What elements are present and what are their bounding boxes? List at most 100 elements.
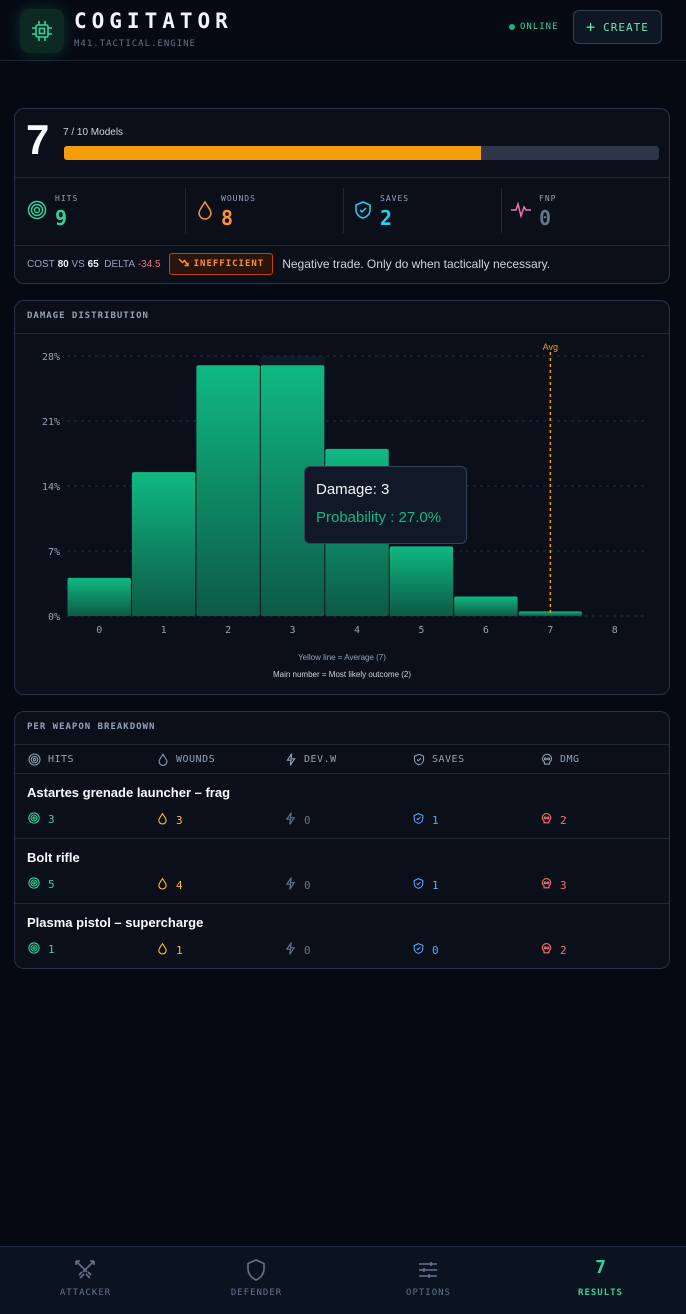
stat-value: 2 bbox=[380, 206, 393, 230]
weapon-stat: 3 bbox=[157, 812, 183, 828]
bolt-icon bbox=[285, 942, 296, 958]
cost-label: COST bbox=[27, 258, 55, 270]
sliders-icon bbox=[416, 1258, 440, 1287]
stat-label: HITS bbox=[55, 194, 79, 203]
nav-attacker[interactable]: ATTACKER bbox=[0, 1247, 171, 1314]
app-title: COGITATOR bbox=[74, 9, 233, 33]
app-subtitle: M41.TACTICAL.ENGINE bbox=[74, 39, 196, 49]
weapon-stat-value: 1 bbox=[48, 943, 55, 956]
bar-2 bbox=[196, 365, 260, 616]
stat-value: 0 bbox=[539, 206, 552, 230]
tooltip-title: Damage: 3 bbox=[316, 481, 390, 498]
stat-row: HITS 9 WOUNDS 8 SAVES 2 FNP 0 bbox=[15, 177, 669, 246]
main-number: 7 bbox=[26, 116, 50, 163]
drop-icon bbox=[157, 877, 168, 893]
drop-icon bbox=[157, 942, 168, 958]
status-dot-icon bbox=[509, 24, 515, 30]
col-wounds: WOUNDS bbox=[157, 745, 215, 773]
weapon-stat-value: 1 bbox=[432, 878, 439, 892]
weapon-stat: 0 bbox=[413, 942, 439, 958]
weapon-stat-value: 0 bbox=[304, 813, 311, 827]
nav-label: RESULTS bbox=[578, 1288, 623, 1298]
weapon-stat: 1 bbox=[28, 942, 55, 957]
weapon-name: Plasma pistol – supercharge bbox=[27, 915, 204, 930]
y-tick-label: 21% bbox=[42, 417, 60, 428]
create-button[interactable]: + CREATE bbox=[573, 10, 662, 44]
card-header: DAMAGE DISTRIBUTION bbox=[15, 301, 669, 334]
weapon-stat-value: 5 bbox=[48, 878, 55, 891]
y-tick-label: 14% bbox=[42, 482, 60, 493]
x-tick-label: 1 bbox=[161, 625, 167, 636]
col-label: WOUNDS bbox=[176, 753, 216, 765]
x-tick-label: 5 bbox=[418, 625, 424, 636]
nav-label: OPTIONS bbox=[406, 1288, 451, 1298]
col-damage: DMG bbox=[541, 745, 580, 773]
stat-label: SAVES bbox=[380, 194, 410, 203]
col-dev-wounds: DEV.W bbox=[285, 745, 337, 773]
y-tick-label: 28% bbox=[42, 352, 60, 363]
bar-5 bbox=[389, 546, 454, 616]
skull-icon bbox=[541, 753, 553, 765]
col-hits: HITS bbox=[28, 745, 74, 773]
cost-defender: 65 bbox=[87, 258, 99, 270]
weapon-stat-value: 3 bbox=[176, 813, 183, 827]
stat-value: 9 bbox=[55, 206, 68, 230]
app-header: COGITATOR M41.TACTICAL.ENGINE ONLINE + C… bbox=[0, 0, 686, 61]
tooltip-value: Probability : 27.0% bbox=[316, 509, 442, 526]
weapon-name: Astartes grenade launcher – frag bbox=[27, 785, 231, 800]
chart-tooltip: Damage: 3 Probability : 27.0% bbox=[304, 466, 467, 544]
badge-label: INEFFICIENT bbox=[193, 259, 265, 269]
target-icon bbox=[28, 812, 40, 827]
stat-saves: SAVES 2 bbox=[344, 178, 501, 245]
stat-label: WOUNDS bbox=[221, 194, 256, 203]
vs-label: VS bbox=[71, 258, 85, 270]
stat-fnp: FNP 0 bbox=[502, 178, 669, 245]
drop-icon bbox=[158, 752, 168, 766]
weapon-stat-value: 3 bbox=[48, 813, 55, 826]
col-label: SAVES bbox=[432, 753, 465, 765]
x-tick-label: 7 bbox=[547, 625, 553, 636]
stat-value: 8 bbox=[221, 206, 234, 230]
distribution-card: DAMAGE DISTRIBUTION 0% 7% 14% 21% 28% 0 1 2 3 4 5 6… bbox=[14, 300, 670, 695]
card-header: PER WEAPON BREAKDOWN bbox=[15, 712, 669, 745]
weapon-stat-value: 2 bbox=[560, 943, 567, 957]
weapon-row: Astartes grenade launcher – frag 3 3 0 1 2 bbox=[15, 773, 669, 839]
weapon-stat-value: 0 bbox=[304, 878, 311, 892]
x-tick-label: 3 bbox=[290, 625, 296, 636]
weapon-stat-value: 3 bbox=[560, 878, 567, 892]
stat-hits: HITS 9 bbox=[15, 178, 185, 245]
main-number-note: Main number = Most likely outcome (2) bbox=[272, 670, 412, 679]
weapon-stat: 4 bbox=[157, 877, 183, 893]
nav-results[interactable]: 7 RESULTS bbox=[515, 1247, 686, 1314]
y-tick-label: 7% bbox=[48, 547, 60, 558]
inefficient-badge: INEFFICIENT bbox=[168, 253, 274, 275]
col-label: DMG bbox=[560, 753, 580, 765]
shield-icon bbox=[354, 200, 372, 225]
shield-icon bbox=[244, 1258, 268, 1287]
weapons-title: PER WEAPON BREAKDOWN bbox=[27, 722, 156, 732]
weapon-stat: 3 bbox=[541, 877, 567, 893]
average-label: Avg bbox=[543, 342, 558, 352]
weapon-stat: 3 bbox=[28, 812, 55, 827]
shield-icon bbox=[413, 942, 424, 958]
nav-options[interactable]: OPTIONS bbox=[343, 1247, 514, 1314]
y-tick-label: 0% bbox=[48, 612, 60, 623]
summary-card: 7 7 / 10 Models HITS 9 WOUNDS 8 SAVES 2 bbox=[14, 108, 670, 284]
x-tick-label: 2 bbox=[225, 625, 231, 636]
weapon-stat-value: 1 bbox=[176, 943, 183, 957]
weapon-stat-value: 0 bbox=[304, 943, 311, 957]
weapon-stat: 1 bbox=[413, 812, 439, 828]
weapon-row: Bolt rifle 5 4 0 1 3 bbox=[15, 838, 669, 904]
bolt-icon bbox=[285, 877, 296, 893]
shield-icon bbox=[413, 753, 425, 765]
weapon-stat-value: 2 bbox=[560, 813, 567, 827]
target-icon bbox=[28, 752, 41, 766]
results-number: 7 bbox=[595, 1257, 606, 1278]
weapon-stat: 0 bbox=[285, 812, 311, 828]
stat-wounds: WOUNDS 8 bbox=[186, 178, 343, 245]
distribution-title: DAMAGE DISTRIBUTION bbox=[27, 311, 149, 321]
nav-defender[interactable]: DEFENDER bbox=[171, 1247, 342, 1314]
nav-label: ATTACKER bbox=[59, 1288, 112, 1298]
bar-6 bbox=[454, 596, 518, 616]
plus-icon: + bbox=[586, 17, 597, 36]
